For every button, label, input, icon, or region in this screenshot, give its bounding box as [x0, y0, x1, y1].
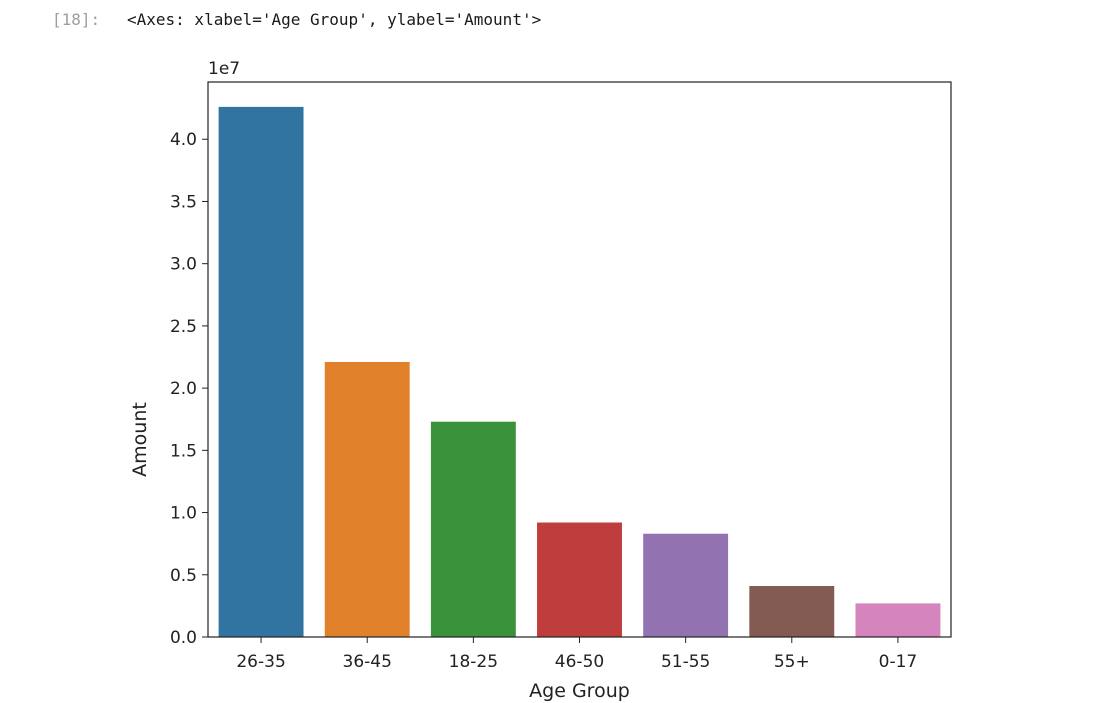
y-axis-label: Amount [129, 402, 151, 477]
bars-layer [218, 106, 941, 638]
x-tick-label: 46-50 [555, 652, 604, 672]
y-tick-label: 0.5 [170, 566, 197, 586]
bar-0-17 [855, 603, 941, 637]
y-tick-label: 1.5 [170, 441, 197, 461]
cell-prompt: [18]: [52, 10, 101, 29]
bar-36-45 [324, 361, 410, 637]
x-tick-label: 36-45 [343, 652, 392, 672]
y-tick-label: 1.0 [170, 504, 197, 524]
y-axis: 0.0 0.5 1.0 1.5 2.0 2.5 3.0 3.5 4.0 [170, 130, 208, 648]
y-tick-label: 3.0 [170, 255, 197, 275]
bar-55+ [749, 585, 835, 637]
x-tick-label: 0-17 [879, 652, 918, 672]
y-tick-label: 2.0 [170, 379, 197, 399]
y-scale-label: 1e7 [208, 59, 240, 79]
x-axis-label: Age Group [529, 680, 630, 702]
x-axis: 26-35 36-45 18-25 46-50 51-55 55+ 0-17 [236, 637, 917, 672]
bar-46-50 [537, 522, 622, 637]
bar-26-35 [218, 106, 304, 638]
y-tick-label: 2.5 [170, 317, 197, 337]
y-tick-label: 3.5 [170, 192, 197, 212]
bar-18-25 [430, 421, 516, 637]
cell-output-text: <Axes: xlabel='Age Group', ylabel='Amoun… [127, 10, 542, 29]
x-tick-label: 55+ [774, 652, 810, 672]
bar-51-55 [643, 533, 729, 637]
y-tick-label: 4.0 [170, 130, 197, 150]
x-tick-label: 26-35 [236, 652, 285, 672]
x-tick-label: 18-25 [449, 652, 498, 672]
y-tick-label: 0.0 [170, 628, 197, 648]
x-tick-label: 51-55 [661, 652, 710, 672]
